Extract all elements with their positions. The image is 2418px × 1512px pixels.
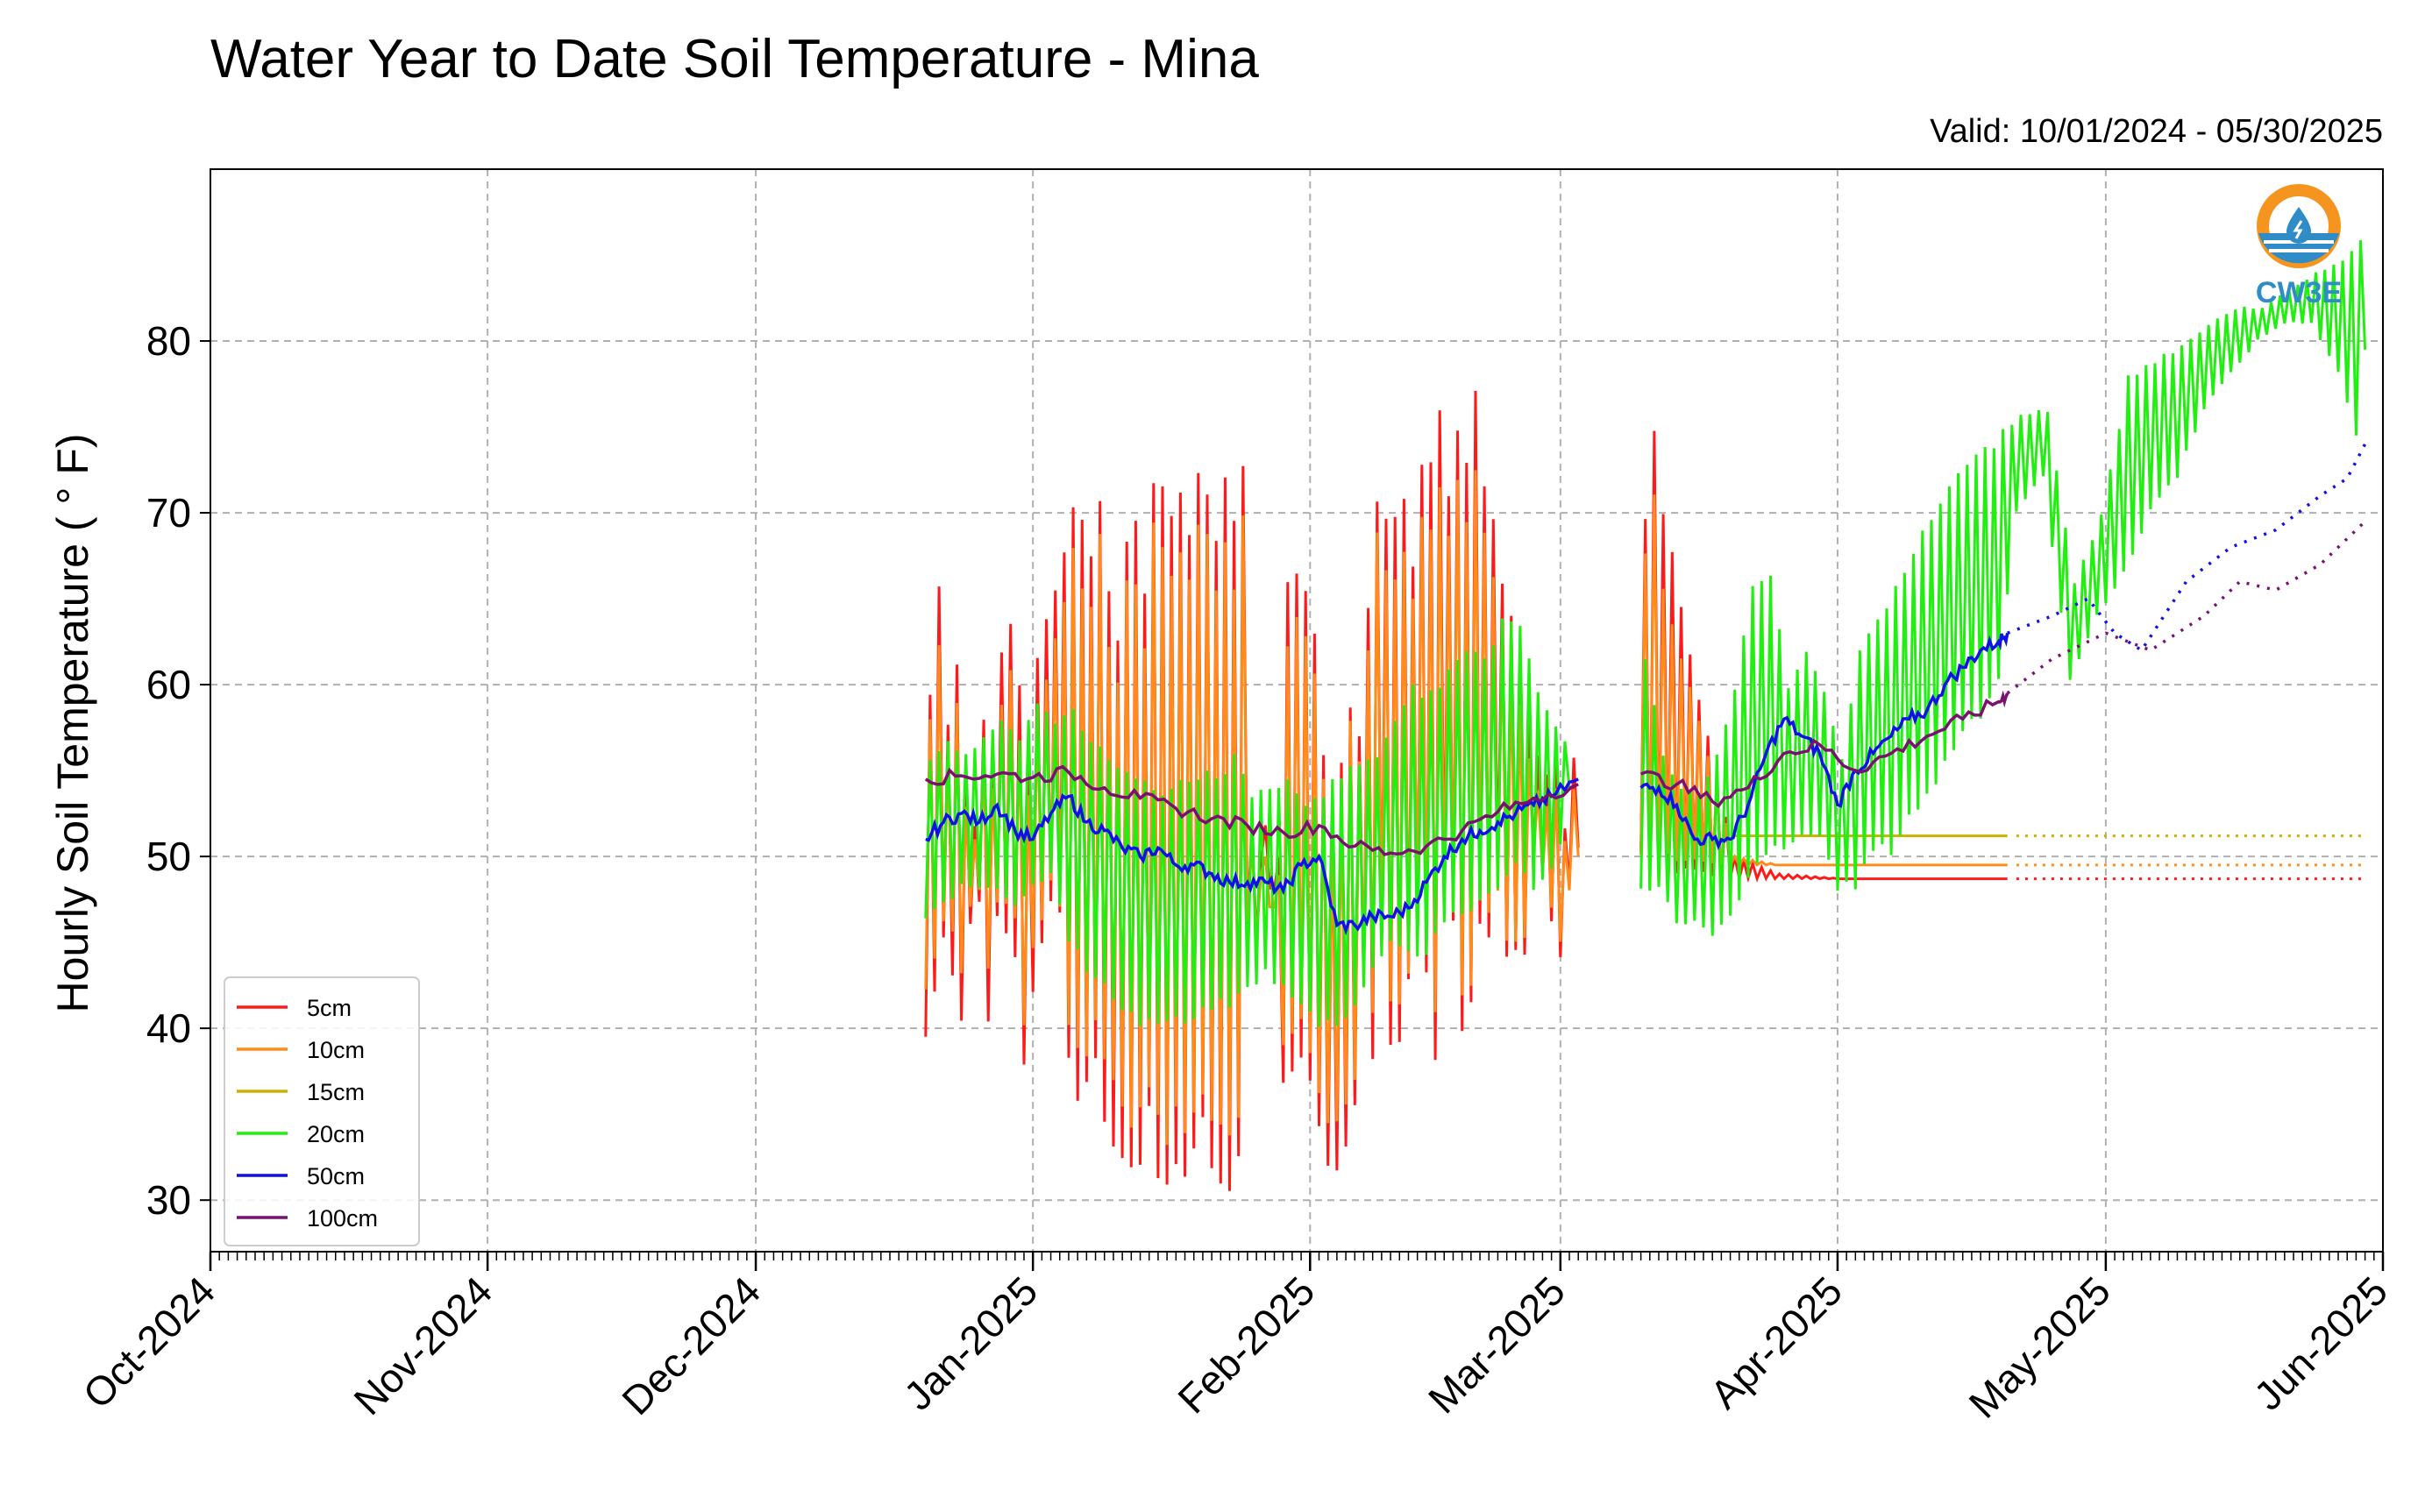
- plot-area: [210, 168, 2384, 1253]
- legend-label: 50cm: [307, 1163, 365, 1189]
- y-tick-label: 70: [146, 490, 191, 536]
- series-line-10cm: [1639, 494, 2008, 870]
- series-line-100cm: [924, 764, 1579, 856]
- y-tick-label: 50: [146, 834, 191, 879]
- data-series-layer: [924, 240, 2367, 1191]
- series-line-20cm: [924, 618, 1571, 1027]
- x-tick-label: Mar-2025: [1419, 1267, 1574, 1422]
- x-tick-label: Oct-2024: [75, 1267, 224, 1417]
- y-tick-label: 80: [146, 318, 191, 364]
- chart-subtitle: Valid: 10/01/2024 - 05/30/2025: [1930, 113, 2383, 150]
- y-tick-label: 40: [146, 1005, 191, 1051]
- legend-label: 100cm: [307, 1205, 378, 1232]
- x-tick-label: Dec-2024: [613, 1267, 769, 1423]
- legend-label: 10cm: [307, 1037, 365, 1063]
- x-tick-label: Apr-2025: [1701, 1267, 1851, 1417]
- series-line-50cm: [1639, 632, 2009, 851]
- series-dotted-100cm: [2006, 520, 2366, 695]
- legend-label: 15cm: [307, 1079, 365, 1105]
- series-100cm: [924, 520, 2366, 856]
- y-tick-label: 30: [146, 1177, 191, 1223]
- series-20cm: [924, 240, 2367, 1027]
- x-tick-label: Jan-2025: [895, 1267, 1046, 1418]
- x-tick-label: Jun-2025: [2245, 1267, 2396, 1418]
- series-line-100cm: [1639, 690, 2009, 809]
- grid-lines: [210, 169, 2384, 1252]
- y-tick-label: 60: [146, 662, 191, 707]
- x-tick-label: Nov-2024: [345, 1267, 501, 1423]
- x-tick-label: Feb-2025: [1169, 1267, 1323, 1422]
- legend: 5cm 10cm 15cm 20cm 50cm 100cm: [224, 976, 420, 1246]
- x-tick-label: May-2025: [1960, 1267, 2119, 1426]
- legend-box: [224, 976, 420, 1246]
- logo-text: CW3E: [2256, 276, 2342, 309]
- chart-title: Water Year to Date Soil Temperature - Mi…: [210, 29, 1259, 89]
- series-50cm: [925, 443, 2367, 936]
- legend-label: 5cm: [307, 995, 352, 1021]
- series-line-20cm: [1639, 240, 2367, 936]
- series-line-50cm: [925, 777, 1579, 936]
- cw3e-logo: CW3E: [2256, 184, 2342, 309]
- series-dotted-50cm: [2007, 443, 2367, 653]
- y-axis-label: Hourly Soil Temperature ( ° F): [48, 434, 97, 1013]
- series-10cm: [924, 470, 2365, 1146]
- legend-label: 20cm: [307, 1121, 365, 1147]
